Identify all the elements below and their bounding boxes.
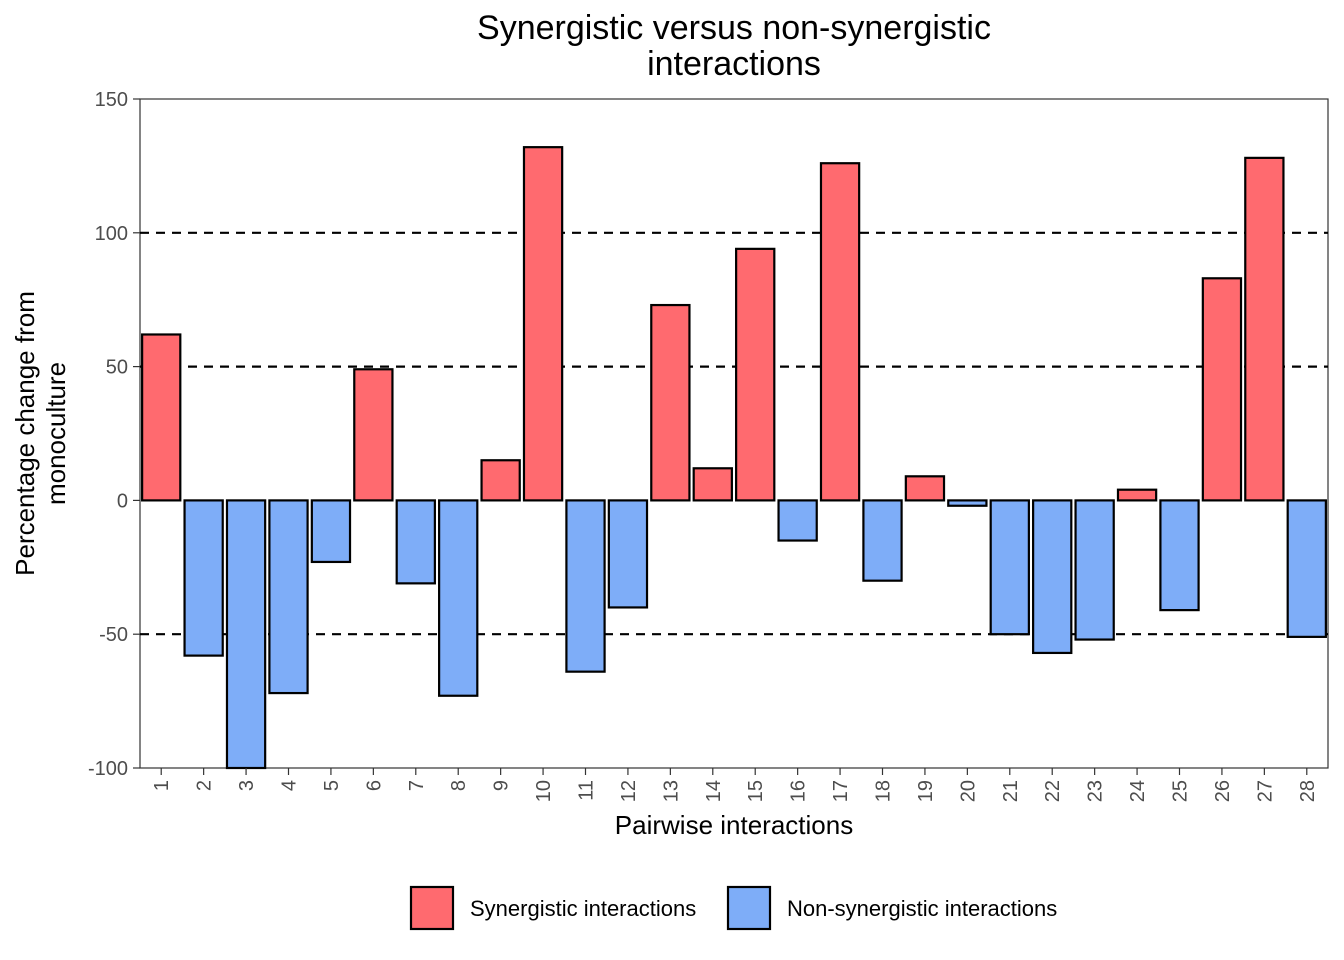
x-tick-label: 12 (618, 780, 640, 802)
chart-title-line: interactions (647, 45, 821, 83)
x-axis-title: Pairwise interactions (615, 810, 853, 840)
x-tick-label: 21 (1000, 780, 1022, 802)
legend-label-syn: Synergistic interactions (470, 896, 696, 921)
legend: Synergistic interactions Non-synergistic … (409, 885, 1057, 931)
y-tick-label: -100 (88, 758, 128, 780)
y-axis-title: Percentage change from monoculture (10, 291, 71, 576)
x-tick-label: 6 (363, 780, 385, 791)
bar-2 (183, 499, 224, 657)
x-tick-label: 1 (151, 780, 173, 791)
bar-25 (1159, 499, 1200, 612)
legend-key-non (726, 885, 772, 931)
x-tick-label: 14 (703, 780, 725, 802)
bars (141, 146, 1327, 770)
x-tick-label: 15 (745, 780, 767, 802)
bar-20 (947, 499, 988, 507)
bar-6 (353, 368, 394, 502)
chart-title-line: Synergistic versus non-synergistic (477, 9, 991, 47)
bar-12 (607, 499, 649, 609)
bar-15 (735, 247, 776, 502)
x-tick-label: 28 (1297, 780, 1319, 802)
bar-28 (1286, 499, 1327, 638)
bar-21 (989, 499, 1030, 636)
bar-24 (1116, 488, 1158, 502)
bar-27 (1244, 156, 1285, 502)
x-tick-label: 26 (1212, 780, 1234, 802)
x-tick-label: 20 (957, 780, 979, 802)
panel-border (139, 98, 1329, 769)
bar-16 (777, 499, 818, 542)
x-tick-label: 4 (279, 780, 301, 791)
y-axis: -100 -50 0 50 100 150 (88, 89, 140, 780)
x-tick-label: 18 (873, 780, 895, 802)
y-axis-title-line: monoculture (41, 362, 71, 505)
reference-lines (140, 231, 1328, 636)
bar-9 (480, 459, 521, 502)
y-axis-title-line: Percentage change from (10, 291, 40, 576)
legend-label-non: Non-synergistic interactions (787, 896, 1057, 921)
y-tick-label: 100 (95, 223, 128, 245)
x-tick-label: 11 (576, 780, 598, 801)
x-tick-label: 3 (236, 780, 258, 791)
bar-26 (1201, 277, 1243, 502)
x-tick-label: 19 (915, 780, 937, 802)
bar-4 (268, 499, 309, 695)
x-tick-label: 8 (448, 780, 470, 791)
bar-17 (819, 162, 861, 502)
bar-1 (141, 333, 182, 502)
bar-22 (1032, 499, 1073, 655)
bar-10 (522, 146, 564, 502)
x-tick-label: 5 (321, 780, 343, 791)
x-tick-label: 24 (1127, 780, 1149, 802)
x-tick-label: 2 (194, 780, 216, 791)
x-tick-label: 10 (533, 780, 555, 802)
bar-8 (438, 499, 479, 697)
x-tick-label: 25 (1170, 780, 1192, 802)
bar-18 (862, 499, 903, 582)
x-tick-label: 9 (491, 780, 513, 791)
y-tick-label: 0 (117, 490, 128, 512)
bar-3 (225, 499, 267, 770)
y-tick-label: 50 (106, 357, 128, 379)
x-tick-label: 13 (660, 780, 682, 802)
bar-19 (904, 475, 946, 502)
x-tick-label: 27 (1254, 780, 1276, 802)
bar-7 (395, 499, 436, 585)
y-tick-label: -50 (99, 624, 128, 646)
bar-14 (692, 467, 733, 502)
bar-5 (310, 499, 352, 564)
bar-11 (565, 499, 606, 673)
bar-23 (1074, 499, 1115, 641)
chart-title: Synergistic versus non-synergisticintera… (477, 9, 991, 83)
x-tick-label: 23 (1085, 780, 1107, 802)
legend-key-syn (409, 885, 455, 931)
x-tick-label: 16 (788, 780, 810, 802)
x-tick-label: 22 (1042, 780, 1064, 802)
x-tick-label: 7 (406, 780, 428, 791)
x-tick-label: 17 (830, 780, 852, 802)
bar-13 (650, 303, 691, 502)
x-axis: 1 2 3 4 5 6 7 8 9 10 11 12 13 14 15 16 17 18 19 20 21 22 23 24 2… (151, 768, 1319, 802)
plot-panel (139, 98, 1329, 769)
y-tick-label: 150 (95, 89, 128, 111)
